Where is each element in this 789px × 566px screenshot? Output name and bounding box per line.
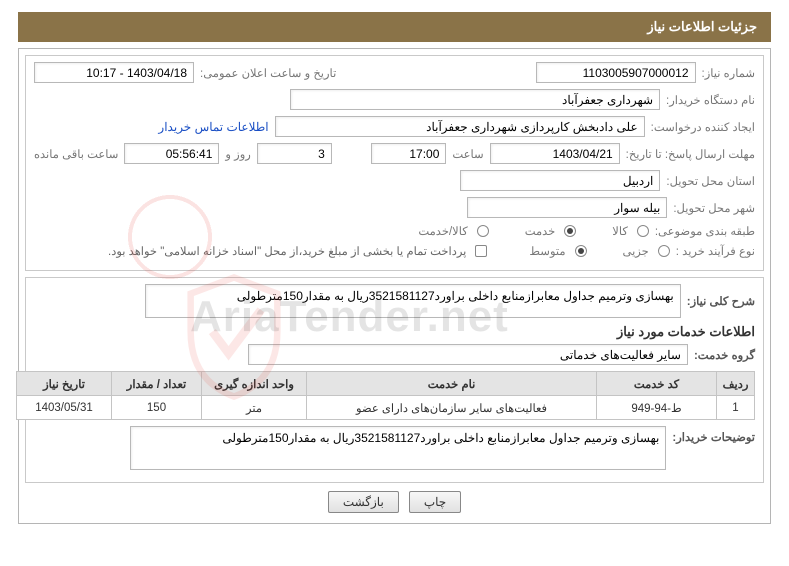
opt-goods: کالا [612, 224, 628, 238]
days-and-label: روز و [225, 147, 250, 161]
services-header: اطلاعات خدمات مورد نیاز [34, 324, 755, 340]
payment-note: پرداخت تمام یا بخشی از مبلغ خرید،از محل … [108, 244, 466, 258]
province-field: اردبیل [460, 170, 660, 191]
cell-unit: متر [202, 396, 307, 420]
radio-medium[interactable] [575, 245, 587, 257]
city-label: شهر محل تحویل: [673, 201, 755, 215]
province-label: استان محل تحویل: [666, 174, 755, 188]
remain-days-field: 3 [257, 143, 332, 164]
buyer-notes-label: توضیحات خریدار: [672, 426, 755, 444]
table-header-row: ردیف کد خدمت نام خدمت واحد اندازه گیری ت… [17, 372, 755, 396]
buyer-org-field: شهرداری جعفرآباد [290, 89, 660, 110]
remain-label: ساعت باقی مانده [34, 147, 118, 161]
services-panel: شرح کلی نیاز: بهسازی وترمیم جداول معابرا… [25, 277, 764, 483]
opt-medium: متوسط [529, 244, 565, 258]
col-name: نام خدمت [307, 372, 597, 396]
table-row: 1 ط-94-949 فعالیت‌های سایر سازمان‌های دا… [17, 396, 755, 420]
back-button[interactable]: بازگشت [328, 491, 399, 513]
announce-field: 1403/04/18 - 10:17 [34, 62, 194, 83]
cell-need-date: 1403/05/31 [17, 396, 112, 420]
service-group-label: گروه خدمت: [694, 348, 755, 362]
col-unit: واحد اندازه گیری [202, 372, 307, 396]
deadline-date-field: 1403/04/21 [490, 143, 620, 164]
time-label: ساعت [452, 147, 483, 161]
print-button[interactable]: چاپ [409, 491, 461, 513]
col-need-date: تاریخ نیاز [17, 372, 112, 396]
process-label: نوع فرآیند خرید : [676, 244, 755, 258]
need-no-field: 1103005907000012 [536, 62, 696, 83]
radio-goods[interactable] [637, 225, 649, 237]
deadline-time-field: 17:00 [371, 143, 446, 164]
requester-label: ایجاد کننده درخواست: [651, 120, 755, 134]
col-code: کد خدمت [597, 372, 717, 396]
remain-time-field: 05:56:41 [124, 143, 219, 164]
services-table: ردیف کد خدمت نام خدمت واحد اندازه گیری ت… [16, 371, 755, 420]
cell-row: 1 [717, 396, 755, 420]
page-header: جزئیات اطلاعات نیاز [18, 12, 771, 42]
buyer-contact-link[interactable]: اطلاعات تماس خریدار [158, 120, 268, 134]
radio-minor[interactable] [658, 245, 670, 257]
page-title: جزئیات اطلاعات نیاز [647, 19, 757, 34]
button-bar: چاپ بازگشت [25, 491, 764, 513]
desc-text: بهسازی وترمیم جداول معابرازمنابع داخلی ب… [145, 284, 681, 318]
col-row: ردیف [717, 372, 755, 396]
info-panel: شماره نیاز: 1103005907000012 تاریخ و ساع… [25, 55, 764, 271]
desc-title-label: شرح کلی نیاز: [687, 294, 755, 308]
service-group-field: سایر فعالیت‌های خدماتی [248, 344, 688, 365]
check-payment[interactable] [475, 245, 487, 257]
opt-service: خدمت [525, 224, 556, 238]
need-no-label: شماره نیاز: [702, 66, 756, 80]
class-label: طبقه بندی موضوعی: [655, 224, 755, 238]
cell-name: فعالیت‌های سایر سازمان‌های دارای عضو [307, 396, 597, 420]
buyer-notes-text: بهسازی وترمیم جداول معابرازمنابع داخلی ب… [130, 426, 666, 470]
requester-field: علی دادبخش کارپردازی شهرداری جعفرآباد [275, 116, 645, 137]
cell-code: ط-94-949 [597, 396, 717, 420]
radio-goods-service[interactable] [477, 225, 489, 237]
deadline-label: مهلت ارسال پاسخ: تا تاریخ: [626, 147, 755, 161]
city-field: بیله سوار [467, 197, 667, 218]
announce-label: تاریخ و ساعت اعلان عمومی: [200, 66, 336, 80]
radio-service[interactable] [564, 225, 576, 237]
opt-minor: جزیی [623, 244, 649, 258]
cell-qty: 150 [112, 396, 202, 420]
buyer-org-label: نام دستگاه خریدار: [666, 93, 755, 107]
col-qty: تعداد / مقدار [112, 372, 202, 396]
opt-goods-service: کالا/خدمت [418, 224, 467, 238]
main-panel: شماره نیاز: 1103005907000012 تاریخ و ساع… [18, 48, 771, 524]
